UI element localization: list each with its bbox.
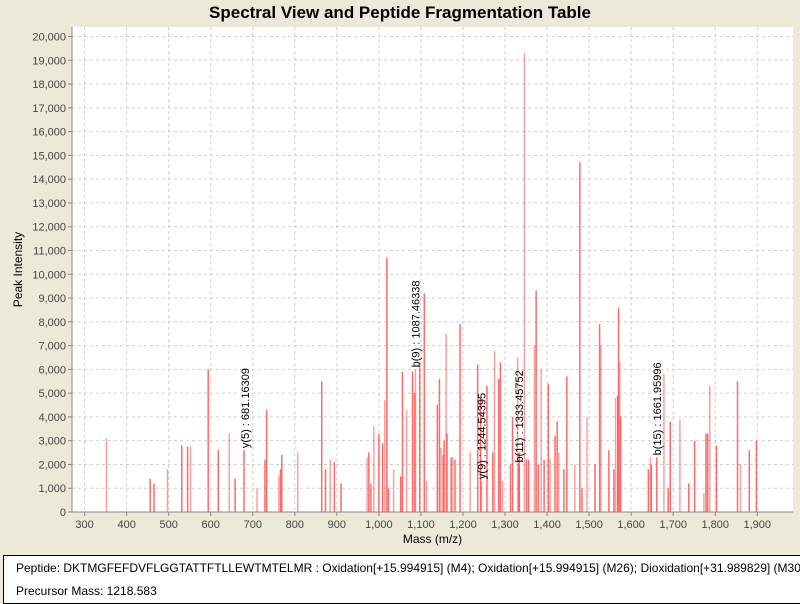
y-axis-label: Peak Intensity — [11, 232, 25, 307]
x-tick-label: 600 — [202, 519, 220, 531]
x-tick-label: 400 — [117, 519, 135, 531]
x-axis-label: Mass (m/z) — [403, 532, 462, 546]
y-tick-label: 0 — [60, 507, 66, 519]
spectrum-chart: 0 1,000 2,000 3,000 4,000 5,000 6,000 7,000 8,00… — [11, 27, 793, 546]
y-tick-label: 17,000 — [32, 103, 66, 115]
x-tick-label: 500 — [160, 519, 178, 531]
y-tick-label: 7,000 — [38, 341, 66, 353]
x-tick-label: 1,100 — [407, 519, 435, 531]
y-tick-label: 12,000 — [32, 222, 66, 234]
y-tick-label: 16,000 — [32, 127, 66, 139]
fragment-annotation: b(9) : 1087.46338 — [411, 280, 423, 367]
x-tick-label: 900 — [328, 519, 346, 531]
y-tick-label: 8,000 — [38, 317, 66, 329]
precursor-mass-text: Precursor Mass: 1218.583 — [16, 584, 157, 598]
y-tick-label: 10,000 — [32, 269, 66, 281]
peptide-info-panel: Peptide: DKTMGFEFDVFLGGTATTFTLLEWTMTELMR… — [3, 555, 800, 604]
x-tick-label: 1,600 — [617, 519, 645, 531]
y-tick-label: 1,000 — [38, 483, 66, 495]
y-tick-label: 4,000 — [38, 412, 66, 424]
y-tick-label: 3,000 — [38, 436, 66, 448]
fragment-annotation: y(9) : 1244.54395 — [477, 393, 489, 479]
x-tick-label: 1,400 — [533, 519, 561, 531]
x-tick-label: 1,300 — [491, 519, 519, 531]
y-tick-label: 19,000 — [32, 55, 66, 67]
fragment-annotation: y(5) : 681.16309 — [240, 368, 252, 448]
y-tick-label: 14,000 — [32, 174, 66, 186]
y-tick-label: 2,000 — [38, 459, 66, 471]
fragment-annotation: b(15) : 1661.95996 — [652, 362, 664, 455]
y-tick-label: 13,000 — [32, 198, 66, 210]
x-tick-label: 1,900 — [743, 519, 771, 531]
fragment-annotation: b(11) : 1333.45752 — [514, 370, 526, 462]
x-tick-label: 1,500 — [575, 519, 603, 531]
x-tick-label: 1,200 — [449, 519, 477, 531]
chart-title: Spectral View and Peptide Fragmentation … — [209, 3, 591, 22]
y-tick-label: 18,000 — [32, 79, 66, 91]
x-tick-label: 700 — [244, 519, 262, 531]
x-tick-label: 300 — [75, 519, 93, 531]
x-tick-label: 1,800 — [701, 519, 729, 531]
x-tick-label: 1,000 — [365, 519, 393, 531]
y-tick-label: 9,000 — [38, 293, 66, 305]
x-tick-label: 1,700 — [659, 519, 687, 531]
plot-area — [72, 27, 793, 512]
x-tick-label: 800 — [286, 519, 304, 531]
y-tick-label: 6,000 — [38, 364, 66, 376]
y-tick-label: 11,000 — [33, 245, 66, 257]
y-tick-label: 20,000 — [32, 32, 66, 44]
peptide-text: Peptide: DKTMGFEFDVFLGGTATTFTLLEWTMTELMR… — [16, 561, 800, 575]
y-tick-label: 5,000 — [38, 388, 66, 400]
y-tick-label: 15,000 — [32, 150, 66, 162]
